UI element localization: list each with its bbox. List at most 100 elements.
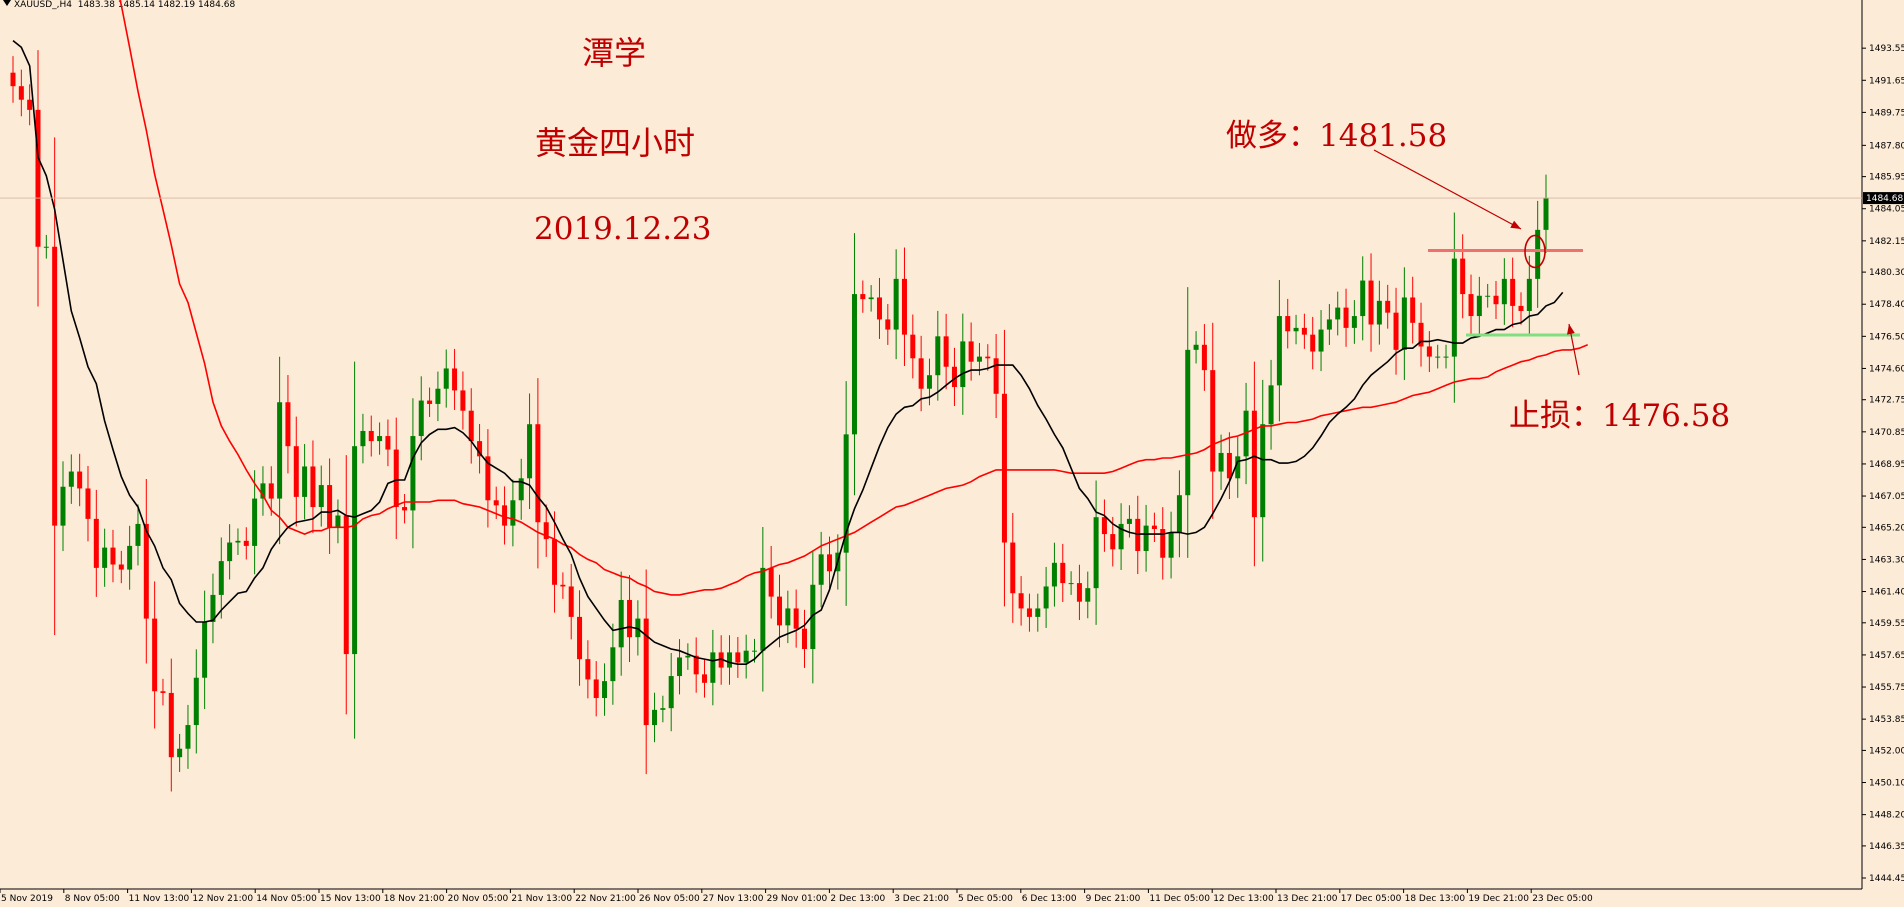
bear-candle: [1201, 344, 1207, 371]
bull-candle: [1260, 424, 1266, 518]
bear-candle: [93, 518, 99, 568]
bull-candle: [1268, 385, 1274, 425]
bull-candle: [868, 297, 874, 300]
price-tick-label: 1485.95: [1869, 173, 1904, 183]
time-tick-label: 27 Nov 13:00: [703, 894, 764, 904]
bull-candle: [43, 246, 49, 248]
bull-candle: [360, 430, 366, 447]
bull-candle: [510, 500, 516, 526]
bear-candle: [826, 554, 832, 572]
bull-candle: [1185, 349, 1191, 496]
bear-candle: [951, 366, 957, 388]
bear-candle: [1101, 517, 1107, 535]
bull-candle: [1443, 356, 1449, 358]
bear-candle: [585, 659, 591, 680]
bull-candle: [851, 294, 857, 435]
bear-candle: [1151, 525, 1157, 530]
bull-candle: [1535, 229, 1541, 279]
bear-candle: [702, 674, 708, 683]
bull-candle: [1376, 300, 1382, 325]
bear-candle: [1110, 534, 1116, 550]
time-tick-label: 21 Nov 13:00: [511, 894, 572, 904]
price-tick-label: 1480.30: [1869, 268, 1904, 278]
author-annotation: 潭学: [582, 34, 647, 72]
bear-candle: [777, 596, 782, 626]
bear-candle: [485, 456, 491, 501]
bear-candle: [1385, 300, 1391, 313]
price-tick-label: 1468.95: [1869, 460, 1904, 470]
bear-candle: [460, 390, 466, 411]
bull-candle: [710, 652, 716, 683]
bear-candle: [310, 466, 316, 508]
bull-candle: [785, 608, 791, 626]
subtitle-annotation: 黄金四小时: [535, 124, 696, 162]
bear-candle: [568, 586, 574, 617]
bear-candle: [393, 449, 399, 508]
time-tick-label: 12 Nov 21:00: [192, 894, 253, 904]
price-tick-label: 1478.40: [1869, 300, 1904, 310]
bull-candle: [435, 388, 441, 404]
bear-candle: [502, 505, 508, 526]
price-tick-label: 1463.30: [1869, 555, 1904, 565]
bull-candle: [218, 561, 224, 595]
bull-candle: [610, 647, 616, 682]
bull-candle: [335, 515, 341, 528]
bear-candle: [35, 109, 41, 247]
price-tick-label: 1491.65: [1869, 76, 1904, 86]
time-tick-label: 18 Nov 21:00: [384, 894, 445, 904]
bear-candle: [343, 515, 349, 655]
bull-candle: [960, 341, 966, 388]
ma-fast-line: [12, 39, 1564, 666]
bear-candle: [1076, 583, 1082, 602]
bull-candle: [1176, 495, 1182, 533]
bear-candle: [1301, 327, 1307, 335]
bull-candle: [1401, 297, 1407, 350]
bull-candle: [1485, 295, 1491, 297]
time-tick-label: 11 Dec 05:00: [1149, 894, 1210, 904]
bear-candle: [552, 539, 558, 585]
bear-candle: [143, 523, 149, 619]
bull-candle: [418, 400, 424, 437]
bear-candle: [993, 358, 999, 394]
bull-candle: [1218, 452, 1224, 472]
bear-candle: [402, 507, 408, 511]
bull-candle: [1235, 456, 1241, 479]
bull-candle: [660, 708, 666, 710]
price-tick-label: 1482.15: [1869, 237, 1904, 247]
price-tick-label: 1487.80: [1869, 141, 1904, 151]
bear-candle: [327, 485, 333, 528]
bull-candle: [102, 547, 108, 568]
bear-candle: [985, 356, 991, 359]
bear-candle: [368, 430, 374, 442]
time-tick-label: 8 Nov 05:00: [65, 894, 120, 904]
time-tick-label: 29 Nov 01:00: [767, 894, 828, 904]
entry-circle: [1524, 234, 1546, 269]
price-tick-label: 1474.60: [1869, 364, 1904, 374]
chart-menu-triangle-icon[interactable]: [3, 0, 11, 6]
bull-candle: [1360, 280, 1366, 317]
bear-candle: [452, 368, 458, 391]
bull-candle: [685, 655, 691, 658]
entry-arrow: [1373, 149, 1522, 230]
bull-candle: [177, 748, 183, 758]
bear-candle: [876, 297, 882, 320]
bear-candle: [160, 691, 166, 693]
price-tick-label: 1444.45: [1869, 874, 1904, 884]
bear-candle: [1001, 393, 1007, 543]
bull-candle: [277, 402, 283, 499]
bear-candle: [427, 400, 433, 404]
bull-candle: [68, 471, 74, 487]
bear-candle: [885, 319, 891, 330]
bear-candle: [1251, 410, 1257, 518]
ma-slow-line: [119, 0, 1589, 596]
bear-candle: [627, 599, 633, 638]
bear-candle: [1026, 608, 1032, 617]
date-annotation: 2019.12.23: [534, 211, 712, 247]
bull-candle: [227, 542, 233, 562]
bull-candle: [1293, 327, 1299, 332]
bear-candle: [285, 402, 291, 447]
bear-candle: [901, 278, 907, 335]
bear-candle: [543, 522, 549, 540]
bull-candle: [443, 368, 449, 389]
